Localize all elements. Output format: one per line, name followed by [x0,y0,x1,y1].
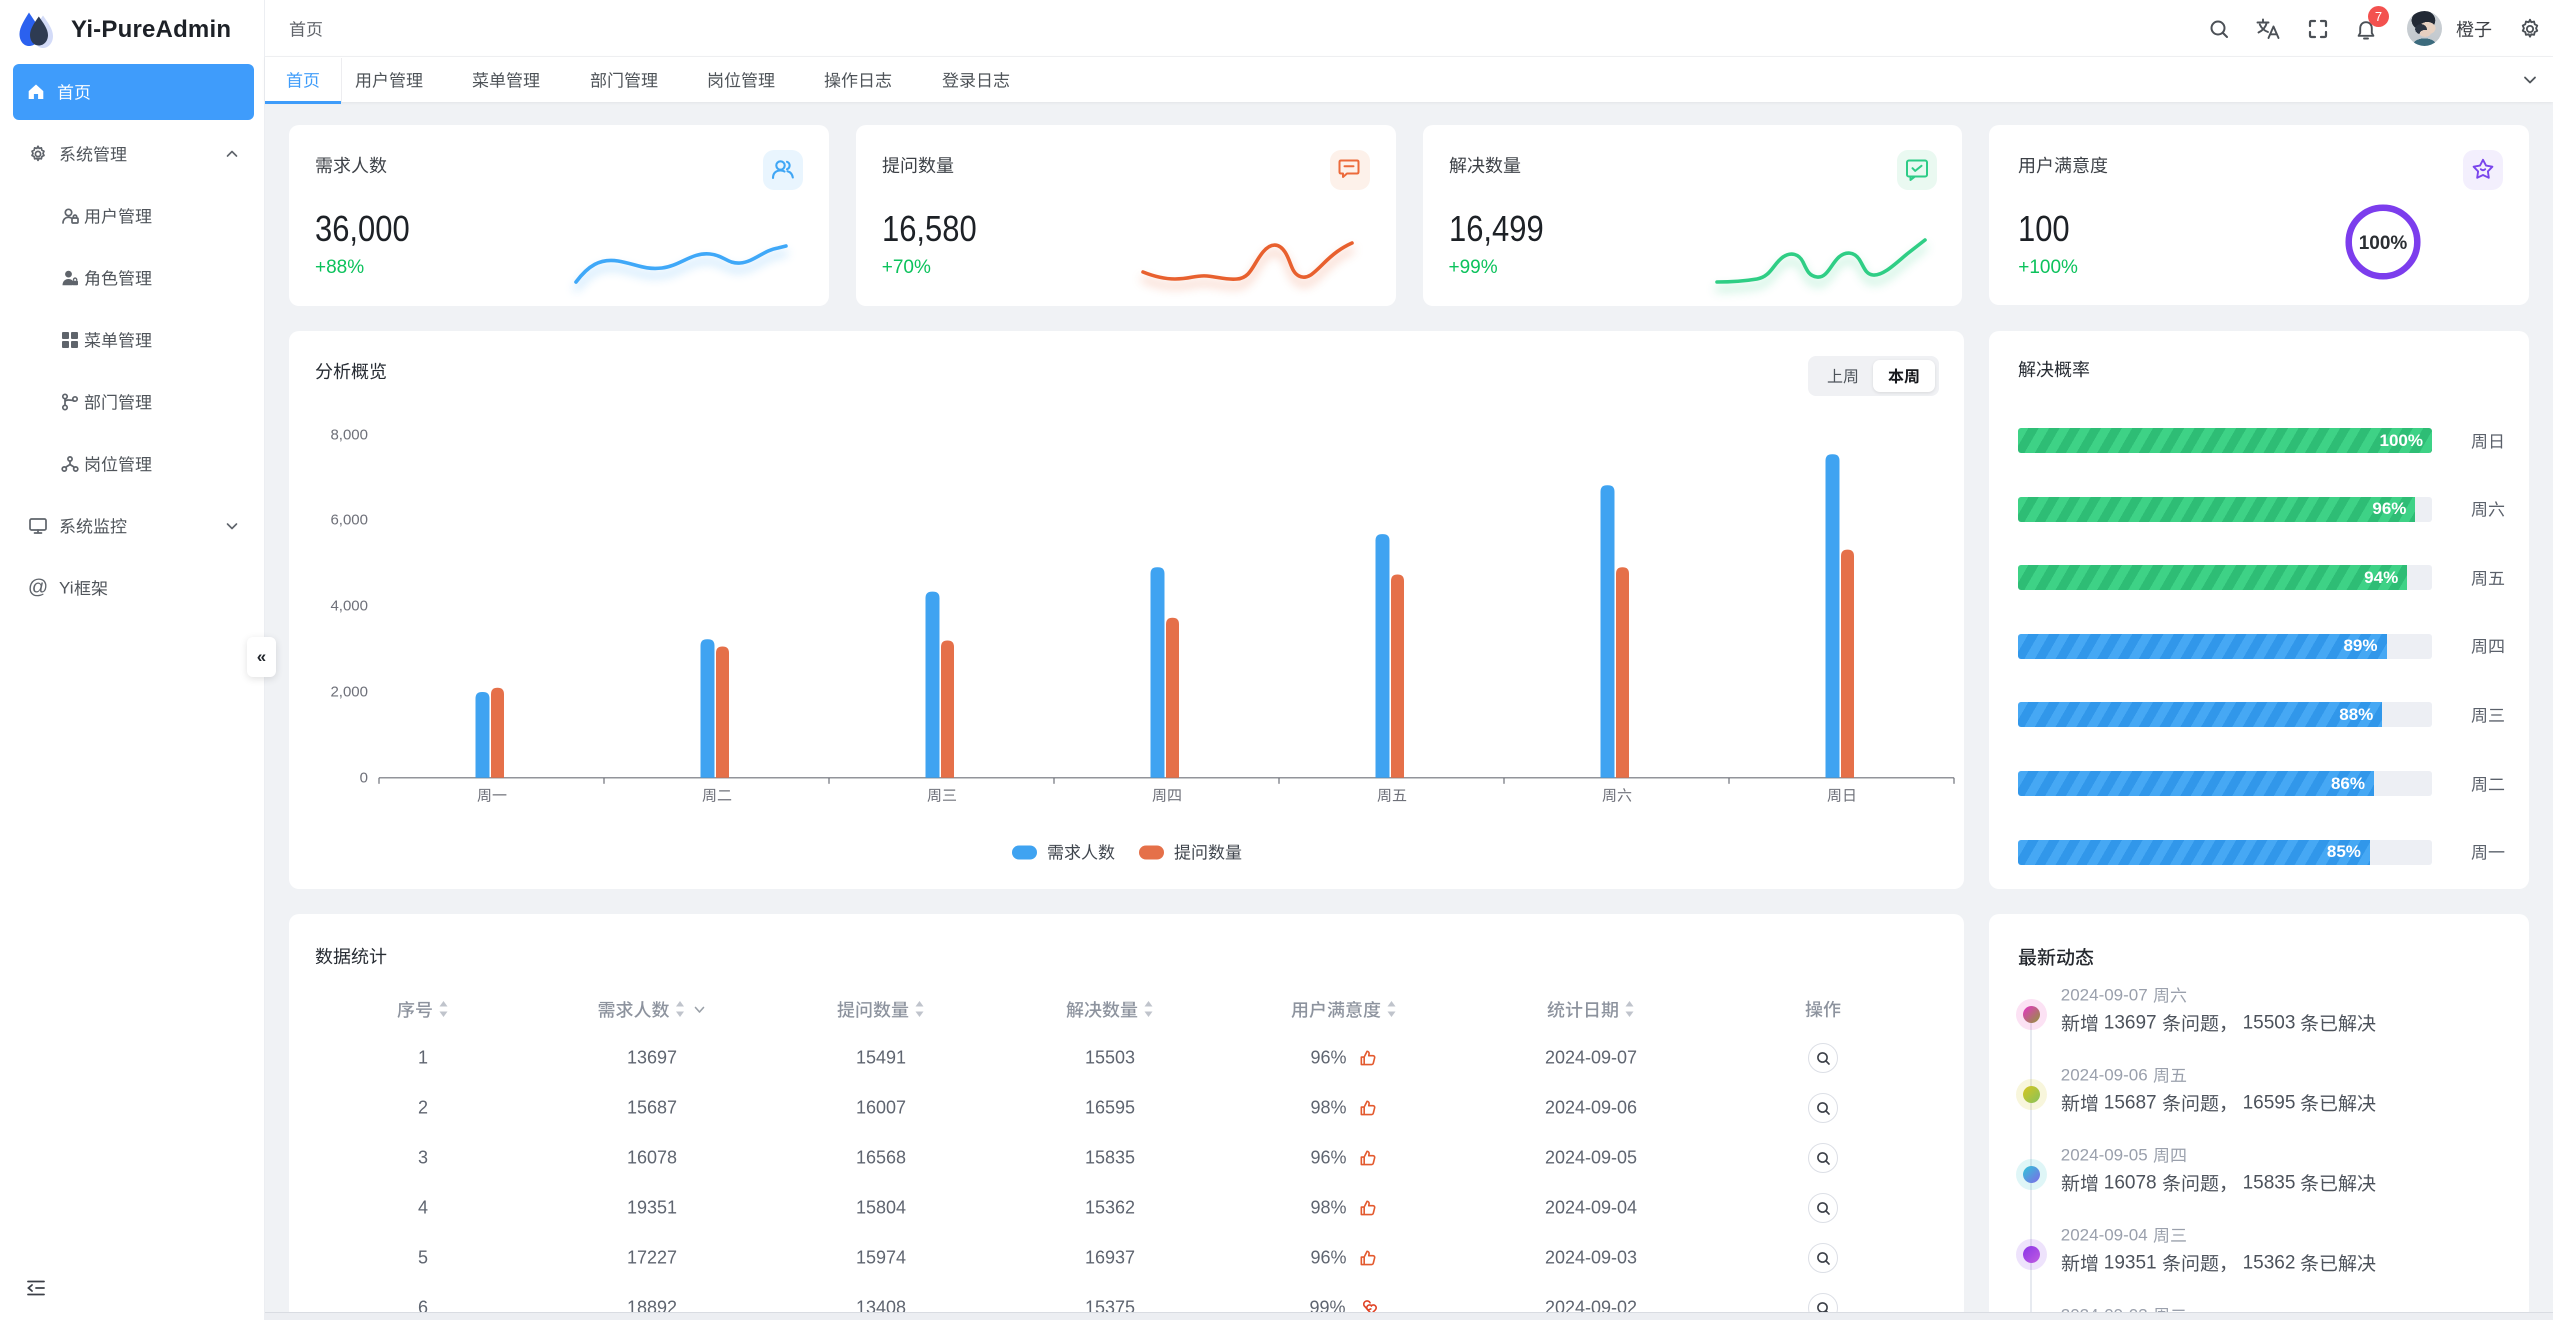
svg-text:100%: 100% [2359,233,2408,254]
